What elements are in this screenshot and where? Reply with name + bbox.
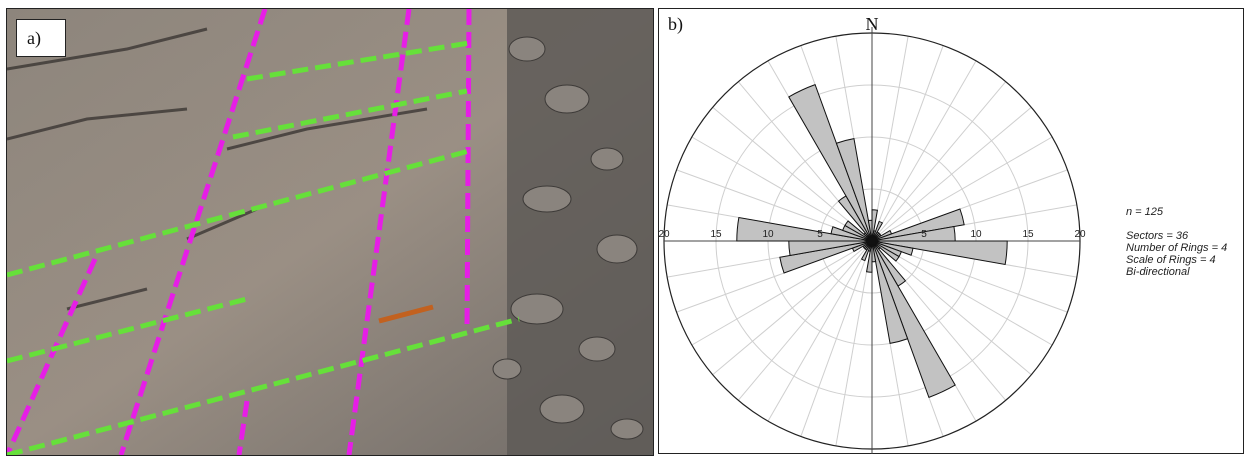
tick-label-left: 10 xyxy=(762,229,774,240)
stat-mode: Bi-directional xyxy=(1126,266,1190,278)
rose-tick-labels: 5 10 15 20 20 15 10 5 xyxy=(658,229,1086,240)
joint-set-green xyxy=(7,40,520,455)
tick-label-left: 20 xyxy=(658,229,670,240)
rose-petal xyxy=(871,240,956,399)
stat-n: n = 125 xyxy=(1126,206,1164,218)
stat-sectors: Sectors = 36 xyxy=(1126,230,1189,242)
rose-petal xyxy=(779,240,873,274)
center-dot xyxy=(868,237,876,245)
stat-scale: Scale of Rings = 4 xyxy=(1126,254,1216,266)
tick-label-right: 5 xyxy=(921,229,927,240)
rose-petal xyxy=(871,208,965,242)
stat-rings: Number of Rings = 4 xyxy=(1126,242,1228,254)
joint-set-magenta xyxy=(7,9,472,455)
rose-petal xyxy=(788,83,873,242)
rubble-stones xyxy=(492,36,644,440)
pencil-scale xyxy=(378,304,434,324)
rose-petals xyxy=(736,83,1008,399)
tick-label-right: 15 xyxy=(1022,229,1034,240)
rose-petal xyxy=(871,240,900,262)
tick-label-left: 5 xyxy=(817,229,823,240)
rose-statistics: n = 125 Sectors = 36 Number of Rings = 4… xyxy=(1126,206,1227,278)
panel-b-frame xyxy=(658,8,1244,454)
tick-label-right: 10 xyxy=(970,229,982,240)
outcrop-photo: a) xyxy=(6,8,654,456)
north-label: N xyxy=(866,14,879,34)
panel-b-label: b) xyxy=(668,14,683,34)
panel-a-label: a) xyxy=(16,19,66,57)
rose-petal xyxy=(867,219,873,242)
outcrop-illustration xyxy=(7,9,653,455)
rubble-area xyxy=(507,9,653,455)
rose-diagram: 5 10 15 20 20 15 10 5 N xyxy=(658,14,1086,454)
tick-label-right: 20 xyxy=(1074,229,1086,240)
tick-label-left: 15 xyxy=(710,229,722,240)
rock-cracks xyxy=(7,27,428,311)
rose-petal xyxy=(835,138,873,242)
rose-petal xyxy=(871,240,909,344)
rose-petal xyxy=(844,220,873,242)
